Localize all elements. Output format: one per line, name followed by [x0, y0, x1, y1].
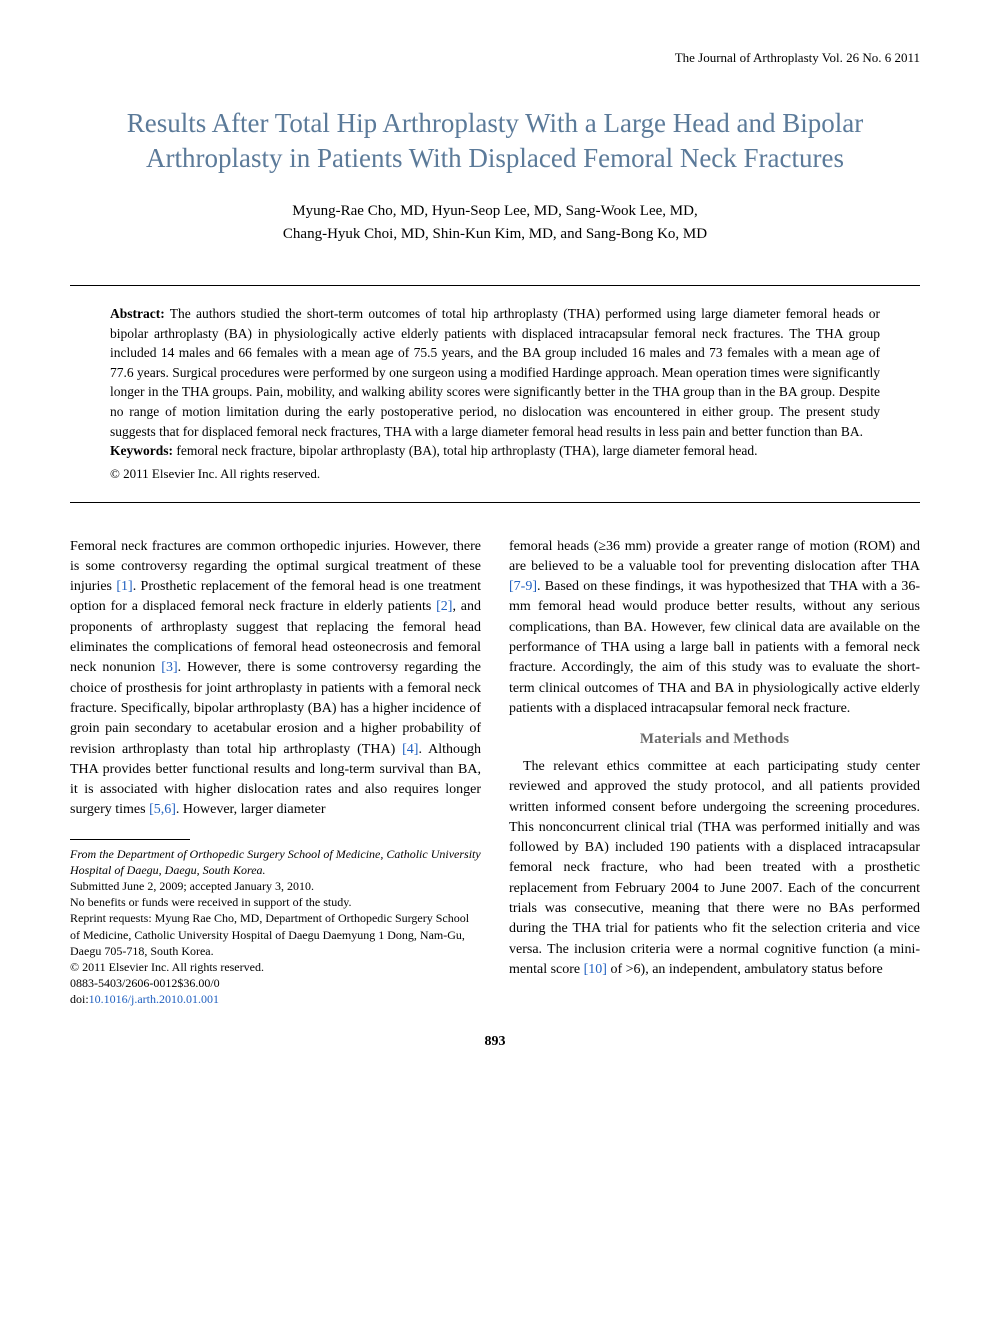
article-title: Results After Total Hip Arthroplasty Wit…: [70, 106, 920, 176]
footnote-dates: Submitted June 2, 2009; accepted January…: [70, 878, 481, 894]
doi-link[interactable]: 10.1016/j.arth.2010.01.001: [89, 992, 219, 1006]
footnote-copyright: © 2011 Elsevier Inc. All rights reserved…: [70, 959, 481, 975]
body-columns: Femoral neck fractures are common orthop…: [70, 537, 920, 1008]
citation-link[interactable]: [1]: [116, 579, 132, 594]
abstract-copyright: © 2011 Elsevier Inc. All rights reserved…: [110, 465, 880, 484]
abstract-label: Abstract:: [110, 306, 165, 321]
footnote-funding: No benefits or funds were received in su…: [70, 894, 481, 910]
body-text: . However, larger diameter: [176, 802, 326, 817]
section-heading-methods: Materials and Methods: [509, 729, 920, 751]
footnote-code: 0883-5403/2606-0012$36.00/0: [70, 975, 481, 991]
body-text: femoral heads (≥36 mm) provide a greater…: [509, 539, 920, 574]
citation-link[interactable]: [5,6]: [149, 802, 176, 817]
citation-link[interactable]: [10]: [584, 962, 607, 977]
authors-line-2: Chang-Hyuk Choi, MD, Shin-Kun Kim, MD, a…: [283, 226, 707, 242]
citation-link[interactable]: [7-9]: [509, 579, 537, 594]
right-column: femoral heads (≥36 mm) provide a greater…: [509, 537, 920, 1008]
doi-label: doi:: [70, 992, 89, 1006]
journal-header: The Journal of Arthroplasty Vol. 26 No. …: [70, 50, 920, 66]
authors-block: Myung-Rae Cho, MD, Hyun-Seop Lee, MD, Sa…: [70, 200, 920, 245]
body-paragraph: femoral heads (≥36 mm) provide a greater…: [509, 537, 920, 720]
body-text: . Based on these findings, it was hypoth…: [509, 579, 920, 716]
keywords-label: Keywords:: [110, 443, 173, 458]
body-text: of >6), an independent, ambulatory statu…: [607, 962, 883, 977]
body-text: The relevant ethics committee at each pa…: [509, 759, 920, 977]
keywords-text: femoral neck fracture, bipolar arthropla…: [173, 443, 758, 458]
footnote-doi: doi:10.1016/j.arth.2010.01.001: [70, 991, 481, 1007]
citation-link[interactable]: [3]: [161, 660, 177, 675]
body-paragraph: Femoral neck fractures are common orthop…: [70, 537, 481, 821]
left-column: Femoral neck fractures are common orthop…: [70, 537, 481, 1008]
footnote-reprint: Reprint requests: Myung Rae Cho, MD, Dep…: [70, 910, 481, 959]
citation-link[interactable]: [4]: [402, 742, 418, 757]
footnote-separator: [70, 839, 190, 840]
body-paragraph: The relevant ethics committee at each pa…: [509, 757, 920, 980]
abstract-text: The authors studied the short-term outco…: [110, 306, 880, 438]
footnotes-block: From the Department of Orthopedic Surger…: [70, 846, 481, 1008]
footnote-affiliation: From the Department of Orthopedic Surger…: [70, 846, 481, 878]
abstract-block: Abstract: The authors studied the short-…: [70, 285, 920, 502]
page-number: 893: [70, 1034, 920, 1050]
authors-line-1: Myung-Rae Cho, MD, Hyun-Seop Lee, MD, Sa…: [292, 203, 697, 219]
citation-link[interactable]: [2]: [436, 599, 452, 614]
